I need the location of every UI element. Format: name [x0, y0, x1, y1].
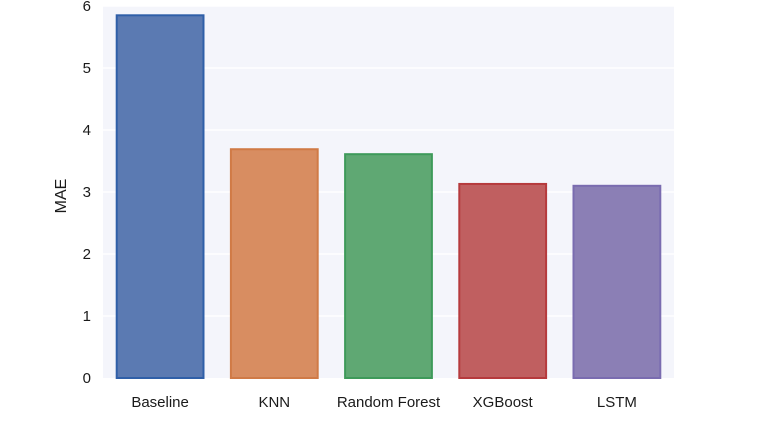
y-tick-label-0: 0	[83, 370, 91, 387]
y-tick-label-4: 4	[83, 122, 91, 139]
x-label-knn: KNN	[258, 394, 290, 411]
y-tick-labels: 0 1 2 3 4 5 6	[83, 0, 91, 387]
x-label-baseline: Baseline	[131, 394, 189, 411]
x-label-random-forest: Random Forest	[337, 394, 441, 411]
y-tick-label-1: 1	[83, 308, 91, 325]
y-axis-title: MAE	[53, 179, 70, 214]
x-label-lstm: LSTM	[597, 394, 637, 411]
y-tick-label-6: 6	[83, 0, 91, 15]
x-label-xgboost: XGBoost	[473, 394, 534, 411]
bars	[115, 14, 662, 380]
bar-knn	[229, 148, 319, 379]
y-tick-label-5: 5	[83, 60, 91, 77]
bar-random-forest	[344, 153, 433, 379]
bar-baseline	[115, 14, 205, 380]
x-category-labels: Baseline KNN Random Forest XGBoost LSTM	[131, 394, 637, 411]
bar-xgboost	[458, 182, 548, 379]
bar-lstm	[572, 184, 662, 379]
y-tick-label-2: 2	[83, 246, 91, 263]
y-tick-label-3: 3	[83, 184, 91, 201]
